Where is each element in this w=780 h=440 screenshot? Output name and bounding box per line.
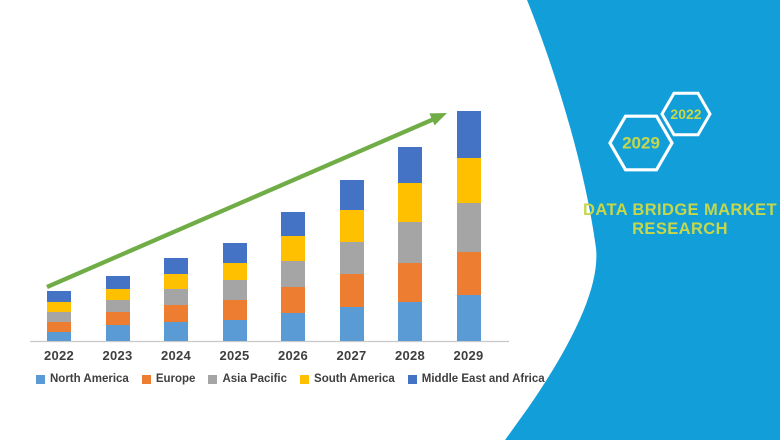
legend-label: South America (314, 373, 395, 385)
legend-item-south-america: South America (300, 373, 395, 385)
bar-segment-middle-east-and-africa-2023 (105, 276, 130, 289)
bar-segment-north-america-2023 (105, 325, 130, 341)
hexagon-2022: 2022 (660, 91, 712, 137)
hexagon-2022-label: 2022 (670, 106, 701, 122)
brand-title-line2: RESEARCH (632, 220, 728, 238)
legend-item-asia-pacific: Asia Pacific (208, 373, 287, 385)
bar-segment-asia-pacific-2026 (281, 261, 305, 287)
x-axis-label-2022: 2022 (43, 348, 75, 363)
legend-item-middle-east-and-africa: Middle East and Africa (407, 373, 545, 385)
bar-segment-middle-east-and-africa-2022 (47, 291, 71, 302)
bar-segment-south-america-2023 (105, 289, 130, 300)
brand-title-line1: DATA BRIDGE MARKET (583, 201, 777, 219)
bar-segment-europe-2025 (222, 300, 247, 320)
x-axis-label-2025: 2025 (219, 348, 250, 363)
legend-swatch-icon (36, 374, 45, 384)
bar-segment-south-america-2026 (281, 236, 305, 261)
x-axis-label-2029: 2029 (453, 348, 484, 363)
bar-segment-south-america-2028 (398, 183, 422, 222)
bar-segment-north-america-2029 (456, 295, 481, 341)
legend-label: North America (50, 373, 129, 385)
bar-segment-europe-2027 (339, 274, 364, 307)
bar-segment-asia-pacific-2025 (222, 280, 247, 300)
legend-label: Asia Pacific (222, 373, 288, 385)
legend-swatch-icon (407, 374, 417, 384)
bar-segment-middle-east-and-africa-2025 (222, 243, 247, 263)
bar-segment-middle-east-and-africa-2024 (164, 258, 188, 274)
bar-segment-asia-pacific-2029 (456, 203, 481, 252)
legend-swatch-icon (300, 374, 310, 384)
bar-segment-europe-2026 (281, 287, 305, 313)
bar-segment-north-america-2022 (47, 332, 71, 341)
bar-segment-europe-2022 (47, 322, 71, 332)
bar-segment-middle-east-and-africa-2027 (339, 180, 364, 210)
bar-segment-middle-east-and-africa-2026 (281, 212, 305, 236)
bar-segment-asia-pacific-2028 (398, 222, 422, 263)
bar-segment-south-america-2022 (47, 302, 71, 312)
legend-label: Middle East and Africa (421, 373, 545, 385)
legend-label: Europe (155, 373, 196, 385)
bar-segment-north-america-2028 (398, 302, 422, 341)
bar-segment-europe-2023 (105, 312, 130, 325)
bar-segment-south-america-2027 (339, 210, 364, 242)
chart-legend: North America Europe Asia Pacific South Ame… (36, 373, 545, 385)
x-axis-label-2028: 2028 (394, 348, 426, 363)
bar-segment-asia-pacific-2023 (105, 300, 130, 312)
hexagon-2029-label: 2029 (622, 134, 660, 153)
bar-segment-middle-east-and-africa-2028 (398, 147, 422, 183)
bar-segment-north-america-2025 (222, 320, 247, 341)
bar-segment-europe-2029 (456, 252, 481, 295)
growth-trend-arrow (46, 113, 447, 289)
bar-segment-europe-2028 (398, 263, 422, 302)
bar-segment-middle-east-and-africa-2029 (456, 111, 481, 158)
x-axis-label-2024: 2024 (160, 348, 192, 363)
legend-item-europe: Europe (141, 373, 196, 385)
bar-segment-asia-pacific-2027 (339, 242, 364, 274)
bar-segment-north-america-2027 (339, 307, 364, 341)
bar-segment-asia-pacific-2022 (47, 312, 71, 322)
bar-segment-south-america-2029 (456, 158, 481, 203)
x-axis-label-2023: 2023 (102, 348, 133, 363)
x-axis-label-2027: 2027 (336, 348, 367, 363)
bar-segment-north-america-2024 (164, 322, 188, 341)
bar-segment-north-america-2026 (281, 313, 305, 341)
bar-segment-south-america-2024 (164, 274, 188, 289)
legend-item-north-america: North America (36, 373, 129, 385)
legend-swatch-icon (141, 374, 151, 384)
panel-swoosh-shape (505, 0, 780, 440)
legend-swatch-icon (208, 374, 218, 384)
brand-title: DATA BRIDGE MARKET RESEARCH (578, 201, 780, 239)
x-axis-label-2026: 2026 (277, 348, 309, 363)
bar-segment-asia-pacific-2024 (164, 289, 188, 305)
bar-segment-south-america-2025 (222, 263, 247, 280)
hexagon-2029: 2029 (608, 114, 674, 172)
bar-segment-europe-2024 (164, 305, 188, 322)
